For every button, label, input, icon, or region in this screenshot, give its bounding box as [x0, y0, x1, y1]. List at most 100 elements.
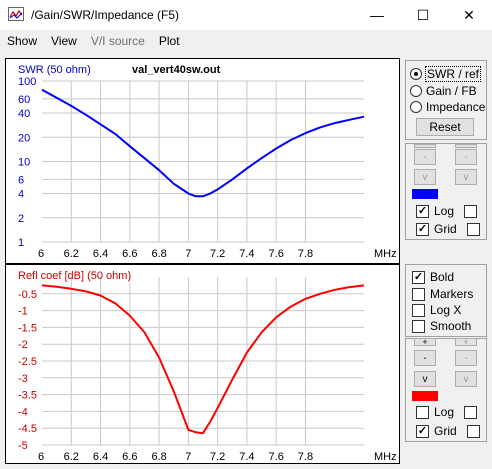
top-right-down-button[interactable]: v — [455, 169, 477, 185]
bottom-left-minus-button[interactable]: - — [414, 350, 436, 366]
x-tick-label: 6.2 — [64, 248, 79, 260]
reflection-chart: 6 6.2 6.4 6.6 6.8 7 7.2 7.4 7.6 7.8 -0.5 -1 -1.5 -2 -2… — [18, 270, 397, 463]
y-tick-label: -2.5 — [18, 356, 37, 368]
bottom-right-minus-button[interactable]: - — [455, 350, 477, 366]
reset-button[interactable]: Reset — [416, 118, 474, 136]
markers-checkbox[interactable]: Markers — [412, 286, 473, 302]
y-tick-label: 2 — [18, 213, 24, 225]
x-tick-label: 7.6 — [269, 248, 284, 260]
top-log-right-check[interactable] — [464, 204, 478, 218]
plus-icon: + — [463, 337, 469, 347]
radio-gain-indicator[interactable] — [410, 85, 422, 97]
markers-check[interactable] — [412, 287, 425, 301]
top-grid-label: Grid — [434, 222, 457, 236]
radio-impedance[interactable]: Impedance — [410, 99, 485, 115]
y-tick-label: 40 — [18, 108, 30, 120]
logx-check[interactable] — [412, 303, 425, 317]
logx-checkbox[interactable]: Log X — [412, 302, 461, 318]
x-tick-label: 7.4 — [239, 248, 254, 260]
status-strip — [0, 464, 492, 469]
smooth-checkbox[interactable]: Smooth — [412, 318, 471, 334]
top-log-check[interactable]: ✓ — [416, 204, 429, 218]
y-tick-label: 60 — [18, 94, 30, 106]
smooth-check[interactable] — [412, 319, 425, 333]
menu-view[interactable]: View — [51, 34, 77, 48]
chart-title: val_vert40sw.out — [132, 64, 221, 76]
minimize-button[interactable]: — — [354, 0, 400, 30]
top-left-minus-button[interactable]: - — [414, 149, 436, 165]
maximize-icon: ☐ — [416, 6, 430, 23]
y-tick-label: -5 — [18, 440, 28, 452]
y-axis-label: SWR (50 ohm) — [18, 64, 91, 76]
y-tick-label: 10 — [18, 157, 30, 169]
top-left-up-button[interactable] — [414, 144, 436, 148]
menu-bar: Show View V/I source Plot — [0, 30, 492, 52]
refl-color-swatch[interactable] — [412, 391, 438, 401]
x-tick-label: 7.4 — [239, 451, 254, 463]
y-tick-label: -1.5 — [18, 322, 37, 334]
bottom-log-label: Log — [434, 405, 455, 419]
x-tick-label: 7 — [185, 248, 191, 260]
top-left-down-button[interactable]: v — [414, 169, 436, 185]
x-tick-label: 7.2 — [210, 451, 225, 463]
swr-color-swatch[interactable] — [412, 189, 438, 199]
bold-checkbox[interactable]: ✓ Bold — [412, 269, 454, 285]
title-bar: /Gain/SWR/Impedance (F5) — ☐ ✕ — [0, 0, 492, 30]
top-log-checkbox[interactable]: ✓ Log — [416, 203, 482, 219]
radio-gain[interactable]: Gain / FB — [410, 83, 477, 99]
radio-impedance-label: Impedance — [426, 100, 486, 114]
bottom-log-right-check[interactable] — [464, 405, 478, 419]
maximize-button[interactable]: ☐ — [400, 0, 446, 30]
menu-vi-source[interactable]: V/I source — [90, 34, 145, 48]
menu-show[interactable]: Show — [7, 34, 38, 48]
x-tick-label: 6.4 — [93, 248, 108, 260]
top-right-minus-button[interactable]: - — [455, 149, 477, 165]
radio-impedance-indicator[interactable] — [410, 101, 422, 113]
bottom-log-checkbox[interactable]: Log — [416, 404, 482, 420]
x-axis-label: MHz — [374, 451, 397, 463]
x-tick-label: 6.8 — [151, 451, 166, 463]
chart-icon — [8, 7, 24, 21]
top-grid-check[interactable]: ✓ — [416, 222, 429, 236]
y-tick-label: 100 — [18, 76, 36, 88]
x-tick-label: 6 — [38, 248, 44, 260]
close-icon: ✕ — [463, 6, 475, 23]
smooth-label: Smooth — [430, 319, 472, 333]
top-right-up-button[interactable] — [455, 144, 477, 148]
bottom-left-plus-button[interactable]: + — [414, 337, 436, 347]
bottom-grid-check[interactable]: ✓ — [416, 424, 429, 438]
x-tick-label: 7.2 — [210, 248, 225, 260]
x-tick-label: 7.8 — [298, 248, 313, 260]
bottom-right-down-button[interactable]: v — [455, 371, 477, 387]
y-tick-label: -0.5 — [18, 289, 37, 301]
minus-icon: - — [423, 352, 427, 364]
bottom-log-check[interactable] — [416, 405, 429, 419]
y-tick-label: 20 — [18, 132, 30, 144]
swr-plot[interactable]: 6 6.2 6.4 6.6 6.8 7 7.2 7.4 7.6 7.8 100 60 40 20 10 6 4 2… — [5, 58, 400, 264]
x-axis-label: MHz — [374, 248, 397, 260]
minus-icon: - — [464, 151, 468, 163]
markers-label: Markers — [430, 287, 474, 301]
radio-swr-indicator[interactable] — [410, 68, 422, 80]
menu-plot[interactable]: Plot — [158, 34, 180, 48]
bottom-grid-checkbox[interactable]: ✓ Grid — [416, 423, 485, 439]
bottom-left-down-button[interactable]: v — [414, 371, 436, 387]
x-tick-label: 7.8 — [298, 451, 313, 463]
top-grid-checkbox[interactable]: ✓ Grid — [416, 221, 485, 237]
x-tick-label: 6.8 — [151, 248, 166, 260]
radio-swr[interactable]: SWR / ref — [410, 66, 482, 82]
y-tick-label: 1 — [18, 237, 24, 249]
close-button[interactable]: ✕ — [446, 0, 492, 30]
bottom-grid-label: Grid — [434, 424, 457, 438]
chevron-down-icon: v — [463, 171, 469, 183]
bottom-right-plus-button[interactable]: + — [455, 337, 477, 347]
bold-check[interactable]: ✓ — [412, 270, 425, 284]
x-tick-label: 7 — [185, 451, 191, 463]
top-grid-right-check[interactable] — [466, 222, 480, 236]
bottom-grid-right-check[interactable] — [466, 424, 480, 438]
x-tick-label: 6.4 — [93, 451, 108, 463]
y-tick-label: -3 — [18, 373, 28, 385]
reflection-plot[interactable]: 6 6.2 6.4 6.6 6.8 7 7.2 7.4 7.6 7.8 -0.5 -1 -1.5 -2 -2… — [5, 264, 400, 464]
chevron-down-icon: v — [422, 373, 428, 385]
x-tick-label: 6 — [38, 451, 44, 463]
